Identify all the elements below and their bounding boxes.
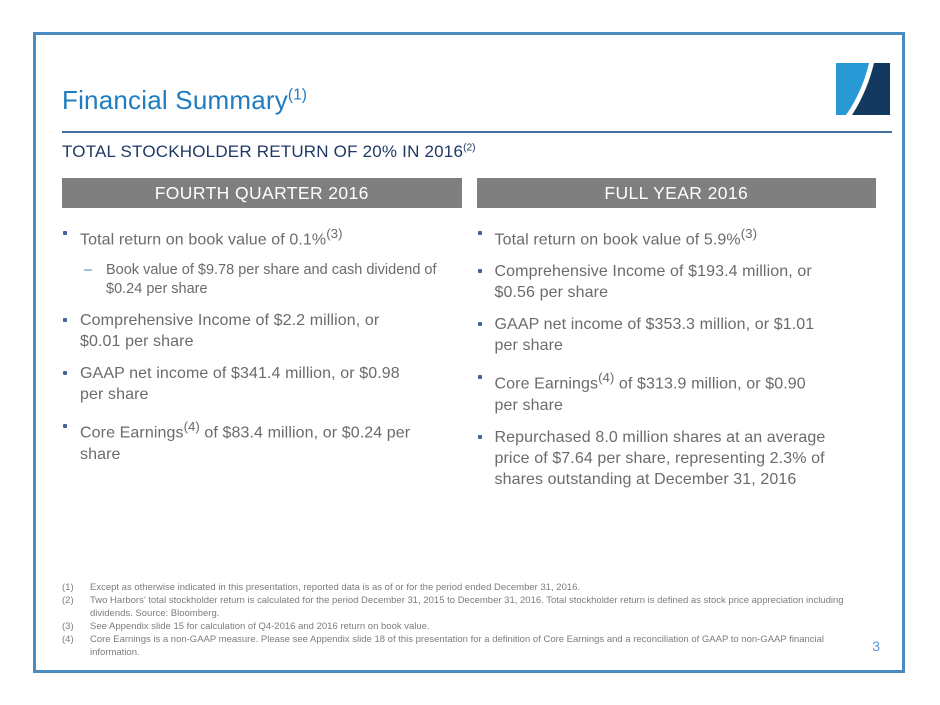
footnote-item: (3) See Appendix slide 15 for calculation… bbox=[62, 620, 844, 633]
bullet-text: Repurchased 8.0 million shares at an ave… bbox=[494, 428, 826, 488]
bullet-marker-icon bbox=[63, 223, 80, 250]
bullet-marker-icon bbox=[477, 261, 495, 303]
bullet-text: GAAP net income of $353.3 million, or $1… bbox=[494, 316, 815, 355]
page-title: Financial Summary(1) bbox=[62, 85, 307, 116]
bullet-dot-icon bbox=[477, 434, 482, 439]
footnote-text: Two Harbors’ total stockholder return is… bbox=[90, 595, 844, 619]
footnote-text: Except as otherwise indicated in this pr… bbox=[90, 582, 581, 593]
bullet-marker-icon bbox=[477, 367, 495, 415]
column-header-full-year: FULL YEAR 2016 bbox=[476, 178, 876, 208]
footnote-item: (4) Core Earnings is a non-GAAP measure. … bbox=[62, 633, 844, 659]
footnote-number: (3) bbox=[62, 621, 74, 632]
subtitle-footnote-ref: (2) bbox=[463, 142, 476, 154]
slide-header: Financial Summary(1) bbox=[36, 35, 902, 117]
title-divider bbox=[62, 131, 892, 133]
bullet-list-fourth-quarter: Total return on book value of 0.1%(3) – Bo… bbox=[62, 223, 462, 465]
slide-subtitle-text: TOTAL STOCKHOLDER RETURN OF 20% IN 2016 bbox=[62, 142, 464, 161]
slide-frame: Financial Summary(1) TOTAL STOCKHOLDER R… bbox=[33, 32, 905, 673]
title-footnote-ref: (1) bbox=[287, 86, 307, 104]
bullet-marker-icon bbox=[477, 223, 495, 250]
sub-bullet-text: Book value of $9.78 per share and cash d… bbox=[106, 262, 437, 298]
bullet-item: Comprehensive Income of $193.4 million, … bbox=[477, 261, 877, 303]
slide-subtitle: TOTAL STOCKHOLDER RETURN OF 20% IN 2016(… bbox=[62, 142, 476, 162]
bullet-dot-icon bbox=[477, 269, 482, 274]
bullet-item: GAAP net income of $353.3 million, or $1… bbox=[477, 314, 877, 356]
page-number: 3 bbox=[872, 638, 880, 654]
bullet-dot-icon bbox=[63, 231, 67, 235]
bullet-list-full-year: Total return on book value of 5.9%(3) Com… bbox=[477, 223, 877, 490]
bullet-dot-icon bbox=[63, 318, 67, 323]
bullet-dot-icon bbox=[477, 231, 482, 235]
two-harbors-logo bbox=[836, 63, 890, 115]
bullet-dot-icon bbox=[63, 371, 67, 376]
column-full-year: FULL YEAR 2016 Total return on book valu… bbox=[476, 178, 877, 501]
bullet-text: Comprehensive Income of $2.2 million, or… bbox=[80, 312, 380, 351]
bullet-marker-icon bbox=[477, 427, 495, 490]
bullet-item: Total return on book value of 5.9%(3) bbox=[477, 223, 877, 250]
sub-bullet-item: – Book value of $9.78 per share and cash … bbox=[84, 261, 462, 299]
footnotes: (1) Except as otherwise indicated in this… bbox=[62, 581, 844, 659]
footnote-item: (1) Except as otherwise indicated in this… bbox=[62, 581, 844, 594]
footnote-number: (1) bbox=[62, 582, 74, 593]
footnote-ref: (3) bbox=[740, 226, 758, 241]
columns-container: FOURTH QUARTER 2016 Total return on book… bbox=[62, 178, 876, 501]
bullet-item: Core Earnings(4) of $83.4 million, or $0… bbox=[63, 416, 462, 464]
footnote-ref: (3) bbox=[326, 226, 343, 241]
bullet-text: Total return on book value of 0.1%(3) bbox=[80, 226, 343, 249]
bullet-item: GAAP net income of $341.4 million, or $0… bbox=[63, 363, 462, 405]
footnote-number: (2) bbox=[62, 595, 74, 606]
bullet-text: Total return on book value of 5.9%(3) bbox=[494, 226, 758, 249]
bullet-marker-icon bbox=[63, 310, 80, 352]
bullet-marker-icon bbox=[63, 363, 80, 405]
bullet-item: Total return on book value of 0.1%(3) bbox=[63, 223, 462, 250]
bullet-item: Comprehensive Income of $2.2 million, or… bbox=[63, 310, 462, 352]
column-header-fourth-quarter: FOURTH QUARTER 2016 bbox=[62, 178, 462, 208]
footnote-text: See Appendix slide 15 for calculation of… bbox=[90, 621, 430, 632]
footnote-ref: (4) bbox=[183, 419, 200, 435]
bullet-marker-icon bbox=[63, 416, 80, 464]
column-fourth-quarter: FOURTH QUARTER 2016 Total return on book… bbox=[62, 178, 462, 501]
footnote-number: (4) bbox=[62, 634, 74, 645]
footnote-text: Core Earnings is a non-GAAP measure. Ple… bbox=[90, 634, 825, 658]
footnote-item: (2) Two Harbors’ total stockholder return… bbox=[62, 594, 844, 620]
footnote-ref: (4) bbox=[598, 370, 615, 386]
bullet-text: GAAP net income of $341.4 million, or $0… bbox=[80, 365, 400, 404]
bullet-text: Core Earnings(4) of $83.4 million, or $0… bbox=[80, 419, 411, 463]
bullet-dot-icon bbox=[477, 322, 482, 327]
page-title-text: Financial Summary bbox=[62, 85, 288, 115]
bullet-item: Repurchased 8.0 million shares at an ave… bbox=[477, 427, 877, 490]
bullet-dot-icon bbox=[477, 375, 482, 380]
bullet-text: Comprehensive Income of $193.4 million, … bbox=[494, 263, 812, 302]
bullet-item: Core Earnings(4) of $313.9 million, or $… bbox=[477, 367, 877, 415]
bullet-text: Core Earnings(4) of $313.9 million, or $… bbox=[494, 370, 806, 414]
dash-marker-icon: – bbox=[84, 262, 93, 279]
bullet-dot-icon bbox=[63, 424, 67, 429]
bullet-marker-icon bbox=[477, 314, 495, 356]
